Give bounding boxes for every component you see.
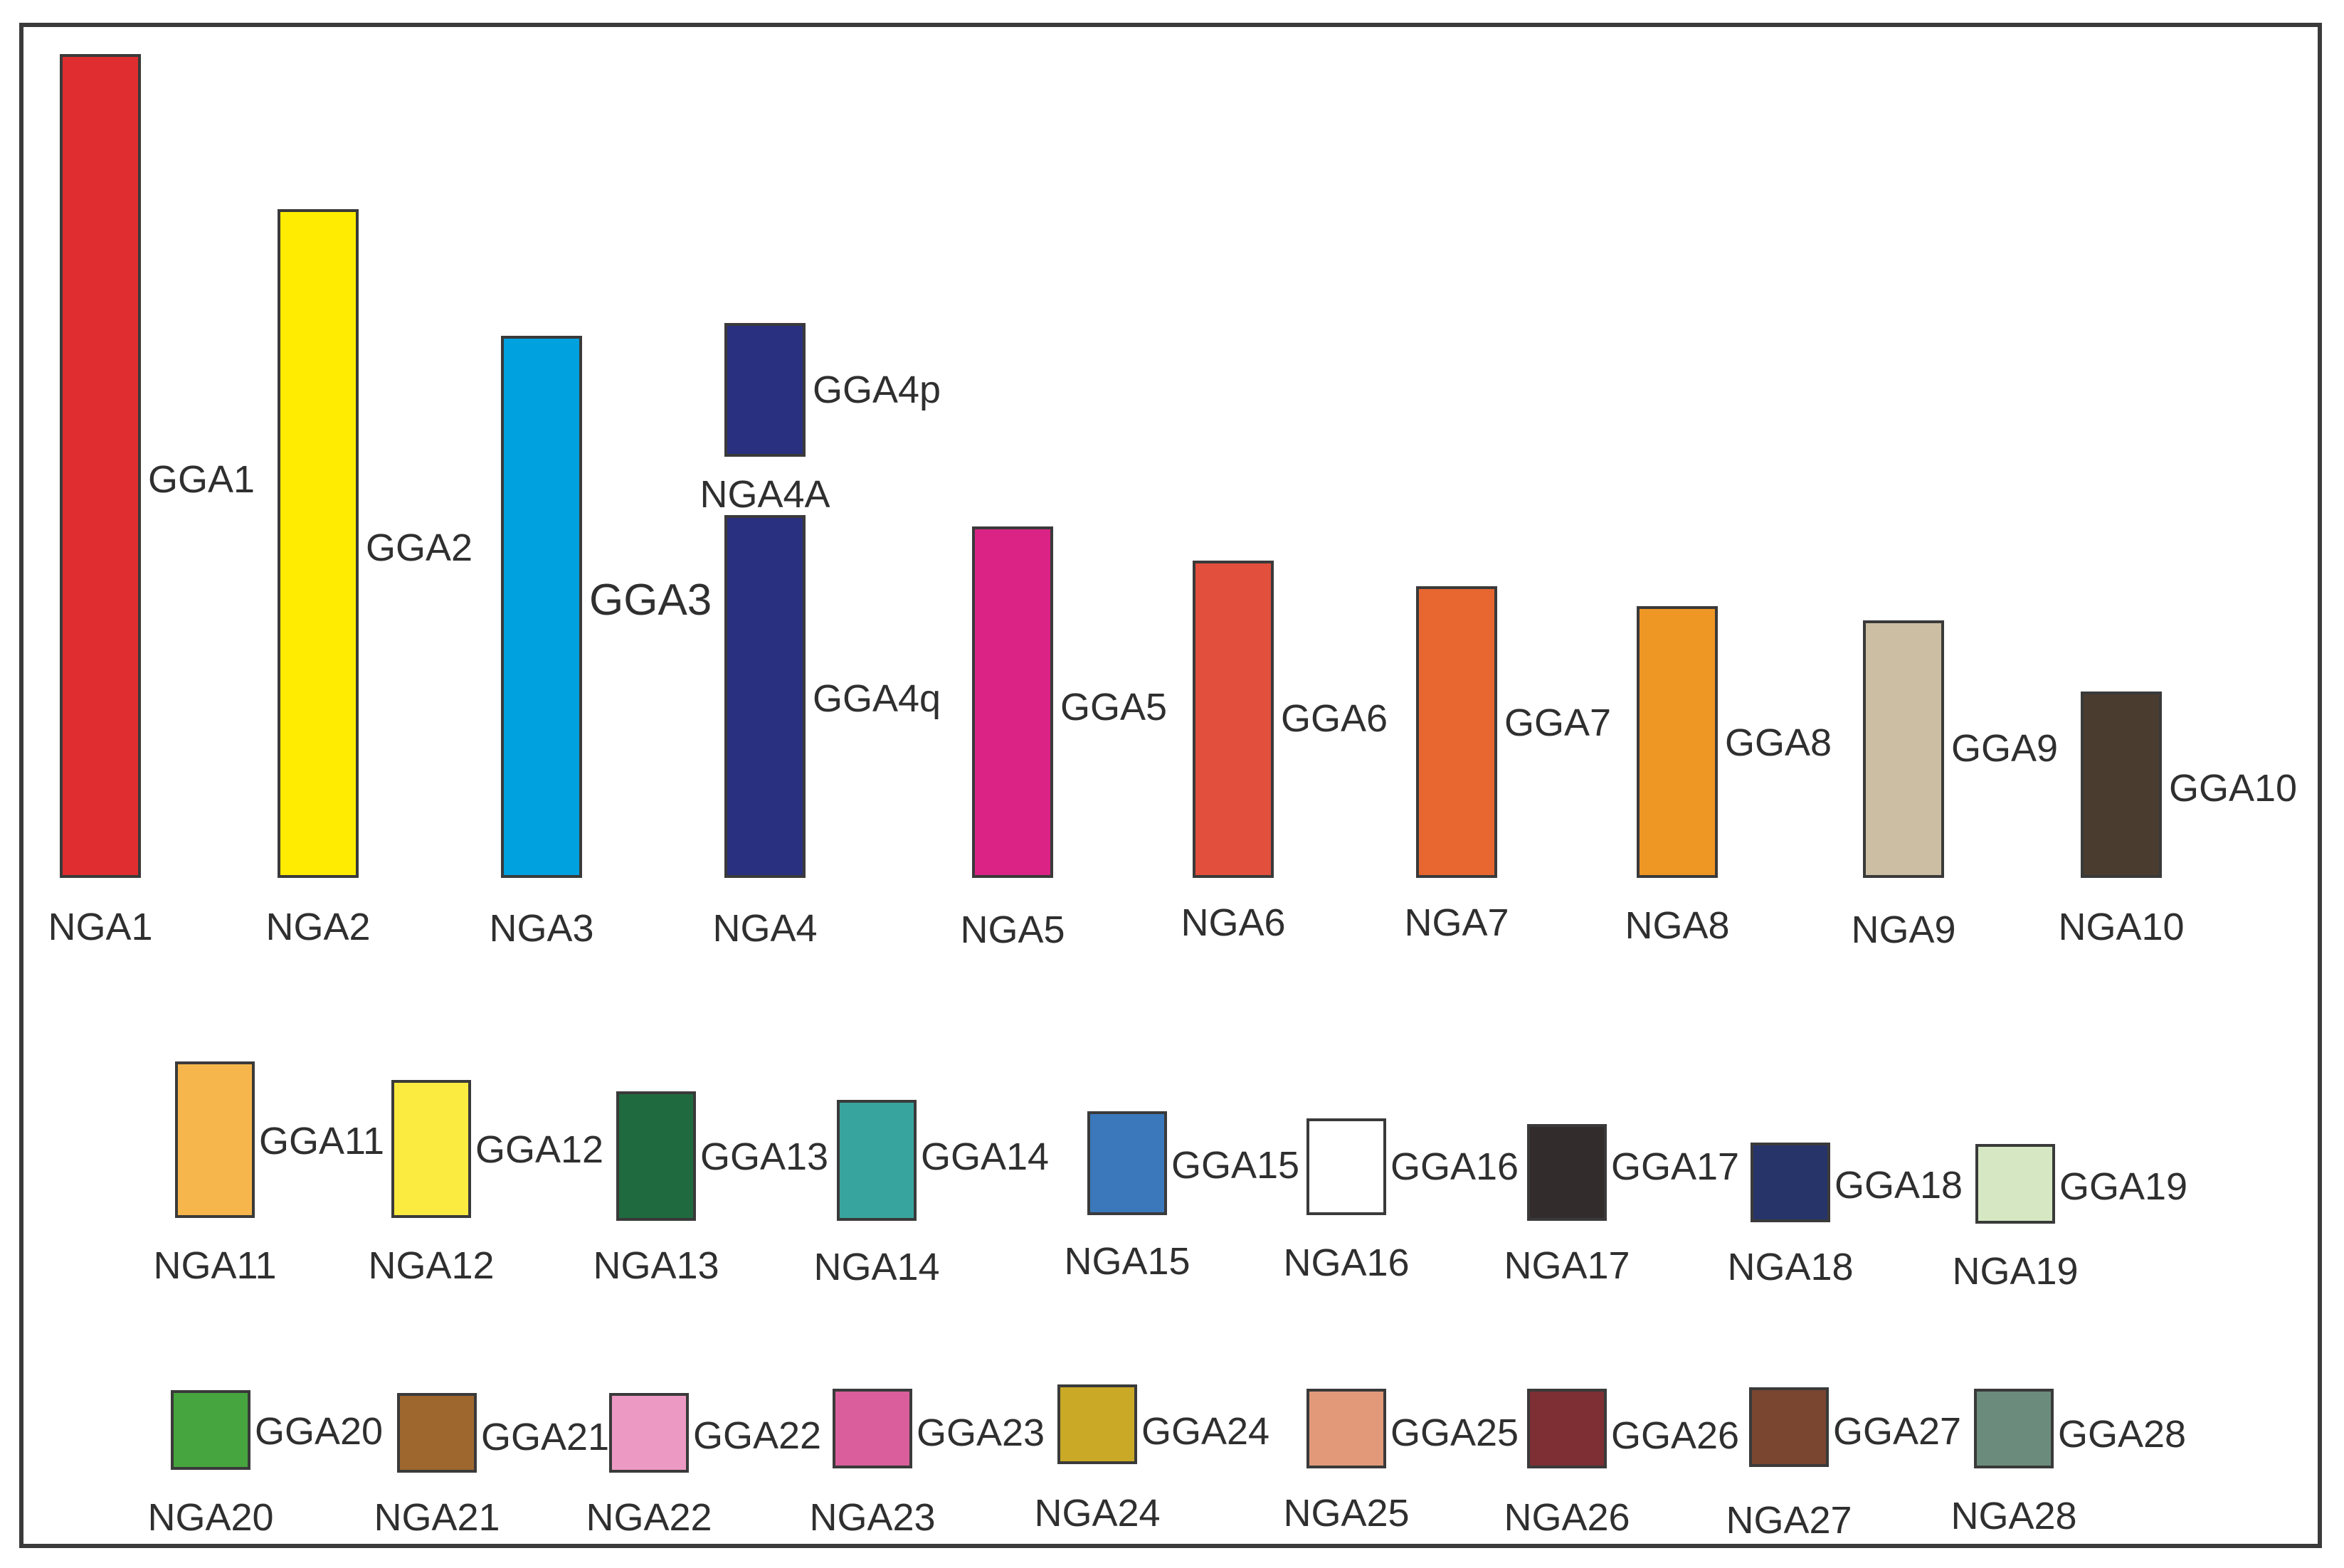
small-chromosome-nga16 [1306,1118,1386,1215]
small-chromosome-nga24 [1057,1384,1137,1464]
large-chromosome-nga7 [1416,586,1497,878]
large-chromosome-nga1 [60,54,141,878]
nga-label: NGA1 [48,906,153,948]
nga-label: NGA25 [1283,1492,1410,1535]
small-chromosome-nga26 [1527,1389,1607,1468]
nga-label: NGA27 [1726,1499,1852,1542]
nga-label: NGA12 [368,1244,495,1287]
small-chromosome-nga11 [175,1061,255,1218]
nga-label: NGA16 [1283,1241,1410,1284]
nga-label: NGA24 [1034,1492,1161,1535]
small-chromosome-nga13 [616,1091,696,1221]
nga-label: NGA2 [265,906,371,948]
gga-label: GGA3 [589,576,712,625]
gga-label: GGA8 [1725,721,1832,764]
gga-label: GGA20 [255,1410,384,1453]
gga-label: GGA5 [1060,686,1168,729]
small-chromosome-nga15 [1087,1111,1167,1215]
small-chromosome-nga19 [1975,1144,2055,1224]
small-chromosome-nga23 [833,1389,912,1468]
nga-label: NGA23 [809,1496,936,1539]
nga-label: NGA11 [153,1244,277,1287]
large-chromosome-nga10 [2081,692,2162,878]
nga-label: NGA17 [1504,1244,1630,1287]
nga-label: NGA4 [712,907,818,950]
gga-label: GGA16 [1390,1145,1519,1188]
gga-label: GGA4q [813,677,941,720]
gga-label: GGA14 [921,1135,1050,1178]
gga-label: GGA25 [1390,1411,1519,1454]
figure-frame [19,23,2322,1548]
gga-label: GGA18 [1834,1164,1963,1207]
large-chromosome-nga8 [1637,606,1718,878]
gga-label: GGA7 [1504,701,1612,744]
gga-label: GGA21 [481,1416,610,1458]
large-chromosome-nga4 [724,515,806,878]
large-chromosome-nga2 [278,209,359,878]
gga-label: GGA9 [1951,727,2059,770]
arm-chromosome-nga4a [724,323,806,457]
gga-label: GGA2 [366,526,473,569]
small-chromosome-nga17 [1527,1124,1607,1221]
gga-label: GGA12 [475,1128,604,1171]
nga-label: NGA10 [2058,906,2185,948]
large-chromosome-nga9 [1863,620,1944,878]
nga-label: NGA20 [147,1496,274,1539]
nga-label: NGA5 [960,909,1065,951]
gga-label: GGA26 [1611,1414,1740,1457]
nga-label: NGA26 [1504,1496,1630,1539]
nga-label: NGA19 [1952,1250,2079,1293]
small-chromosome-nga25 [1306,1389,1386,1468]
small-chromosome-nga28 [1974,1389,2054,1468]
small-chromosome-nga27 [1749,1387,1829,1467]
small-chromosome-nga20 [171,1390,250,1470]
nga-label: NGA15 [1064,1240,1191,1283]
gga-label: GGA15 [1171,1144,1300,1187]
nga-label: NGA21 [374,1496,500,1539]
gga-label: GGA27 [1833,1410,1962,1453]
large-chromosome-nga5 [972,526,1053,878]
nga-label: NGA8 [1625,904,1730,947]
nga-label: NGA13 [593,1244,719,1287]
nga-label: NGA28 [1950,1495,2077,1537]
nga-label: NGA18 [1727,1246,1854,1288]
gga-label: GGA24 [1141,1410,1270,1453]
nga-label: NGA9 [1851,909,1956,951]
gga-label: GGA1 [148,458,255,501]
nga-label: NGA6 [1181,901,1286,944]
gga-label: GGA13 [700,1135,829,1178]
large-chromosome-nga3 [501,336,582,878]
small-chromosome-nga22 [609,1393,689,1473]
gga-label: GGA17 [1611,1145,1740,1188]
small-chromosome-nga21 [397,1393,477,1473]
nga-label: NGA7 [1404,901,1509,944]
gga-label: GGA19 [2059,1165,2188,1208]
gga-label: GGA10 [2169,767,2298,810]
nga-label: NGA3 [489,907,594,950]
small-chromosome-nga14 [837,1100,917,1221]
gga-label: GGA4p [813,369,941,411]
large-chromosome-nga6 [1193,561,1274,878]
nga-label: NGA4A [699,473,830,516]
nga-label: NGA22 [586,1496,712,1539]
nga-label: NGA14 [813,1246,940,1288]
small-chromosome-nga12 [391,1080,471,1218]
gga-label: GGA23 [917,1411,1045,1454]
gga-label: GGA11 [259,1120,385,1162]
gga-label: GGA6 [1281,697,1388,740]
gga-label: GGA28 [2058,1413,2187,1456]
gga-label: GGA22 [693,1414,822,1457]
small-chromosome-nga18 [1751,1143,1830,1222]
